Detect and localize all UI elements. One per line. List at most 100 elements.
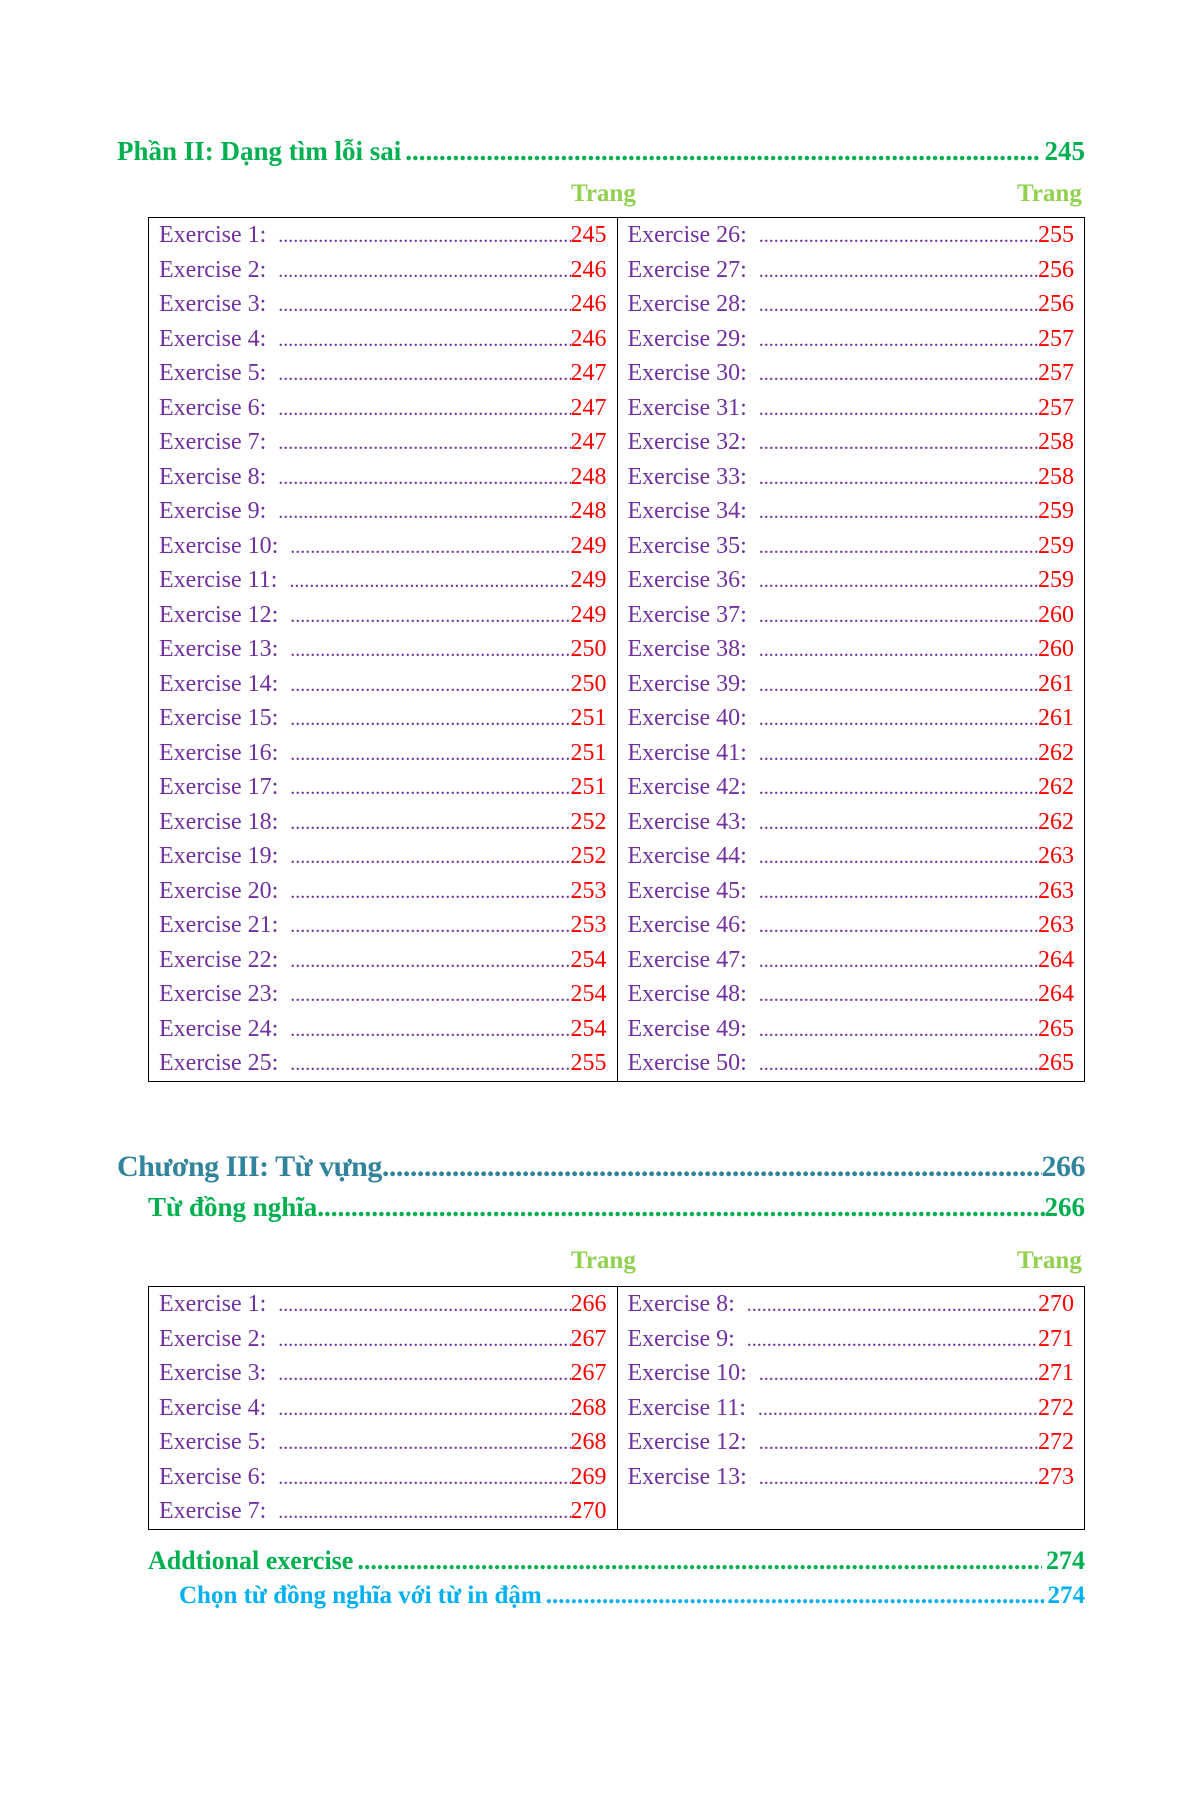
page-number: 246 (570, 325, 607, 352)
exercise-label: Exercise 13: (159, 636, 279, 662)
toc-row[interactable]: Exercise 1: 266 (159, 1287, 607, 1322)
toc-row[interactable]: Exercise 24: 254 (159, 1012, 607, 1047)
toc-row[interactable]: Exercise 8: 270 (628, 1287, 1075, 1322)
toc-row[interactable]: Exercise 2: 267 (159, 1322, 607, 1357)
page-number: 269 (570, 1463, 607, 1490)
dot-leader (290, 978, 570, 1013)
toc-row[interactable]: Exercise 18: 252 (159, 805, 607, 840)
toc-row[interactable]: Exercise 10: 249 (159, 529, 607, 564)
dot-leader (278, 392, 570, 427)
exercise-label: Exercise 2: (159, 1325, 267, 1352)
toc-row[interactable]: Exercise 35: 259 (628, 529, 1075, 564)
toc-row[interactable]: Exercise 17: 251 (159, 770, 607, 805)
toc-row[interactable]: Exercise 26: 255 (628, 218, 1075, 253)
toc-row[interactable]: Exercise 13: 250 (159, 632, 607, 667)
toc-page: 266 (1044, 1192, 1086, 1222)
toc-row[interactable]: Exercise 45: 263 (628, 874, 1075, 909)
exercise-table-part-2: Exercise 1: 245 Exercise 2: 246 Exercise 3: 2… (148, 217, 1085, 1082)
toc-row[interactable]: Exercise 25: 255 (159, 1046, 607, 1081)
toc-row[interactable]: Exercise 16: 251 (159, 736, 607, 771)
exercise-label: Exercise 50: (627, 1050, 747, 1076)
toc-entry-choose-synonym[interactable]: Chọn từ đồng nghĩa với từ in đậm 274 (179, 1582, 1085, 1610)
toc-row[interactable]: Exercise 48: 264 (628, 977, 1075, 1012)
exercise-label: Exercise 21: (159, 912, 279, 938)
dot-leader (290, 530, 570, 565)
page-number: 251 (570, 774, 607, 800)
toc-row[interactable]: Exercise 5: 247 (159, 356, 607, 391)
toc-row[interactable]: Exercise 42: 262 (628, 770, 1075, 805)
dot-leader (382, 1150, 1042, 1184)
toc-row[interactable]: Exercise 38: 260 (628, 632, 1075, 667)
toc-row[interactable]: Exercise 46: 263 (628, 908, 1075, 943)
toc-row[interactable]: Exercise 21: 253 (159, 908, 607, 943)
exercise-label: Exercise 47: (627, 946, 747, 973)
exercise-label: Exercise 8: (627, 1291, 735, 1317)
toc-row[interactable]: Exercise 34: 259 (628, 494, 1075, 529)
toc-row[interactable]: Exercise 22: 254 (159, 943, 607, 978)
toc-row[interactable]: Exercise 9: 248 (159, 494, 607, 529)
page-number: 249 (570, 567, 607, 593)
toc-row[interactable]: Exercise 44: 263 (628, 839, 1075, 874)
toc-row[interactable]: Exercise 37: 260 (628, 598, 1075, 633)
toc-row[interactable]: Exercise 11: 249 (159, 563, 607, 598)
toc-row[interactable]: Exercise 15: 251 (159, 701, 607, 736)
toc-row[interactable]: Exercise 20: 253 (159, 874, 607, 909)
dot-leader (290, 702, 570, 737)
exercise-label: Exercise 38: (627, 636, 747, 662)
toc-row[interactable]: Exercise 41: 262 (628, 736, 1075, 771)
dot-leader (278, 495, 570, 530)
toc-row[interactable]: Exercise 43: 262 (628, 805, 1075, 840)
toc-row[interactable]: Exercise 31: 257 (628, 391, 1075, 426)
toc-title: Chương III: Từ vựng (117, 1150, 382, 1183)
toc-row[interactable]: Exercise 36: 259 (628, 563, 1075, 598)
toc-row[interactable]: Exercise 40: 261 (628, 701, 1075, 736)
toc-row[interactable]: Exercise 8: 248 (159, 460, 607, 495)
toc-row[interactable]: Exercise 10: 271 (628, 1356, 1075, 1391)
toc-row[interactable]: Exercise 27: 256 (628, 253, 1075, 288)
toc-row[interactable]: Exercise 39: 261 (628, 667, 1075, 702)
toc-row[interactable]: Exercise 23: 254 (159, 977, 607, 1012)
toc-row[interactable]: Exercise 32: 258 (628, 425, 1075, 460)
toc-row[interactable]: Exercise 2: 246 (159, 253, 607, 288)
toc-row[interactable]: Exercise 1: 245 (159, 218, 607, 253)
toc-row[interactable]: Exercise 13: 273 (628, 1460, 1075, 1495)
page-number: 248 (570, 463, 607, 490)
toc-row[interactable]: Exercise 33: 258 (628, 460, 1075, 495)
toc-row[interactable]: Exercise 49: 265 (628, 1012, 1075, 1047)
toc-row[interactable]: Exercise 5: 268 (159, 1425, 607, 1460)
toc-row[interactable]: Exercise 7: 247 (159, 425, 607, 460)
dot-leader (759, 978, 1038, 1013)
page-number: 247 (570, 394, 607, 421)
toc-row[interactable]: Exercise 28: 256 (628, 287, 1075, 322)
toc-row[interactable]: Exercise 6: 269 (159, 1460, 607, 1495)
toc-row[interactable]: Exercise 12: 249 (159, 598, 607, 633)
toc-row[interactable]: Exercise 7: 270 (159, 1494, 607, 1529)
page-number: 255 (1038, 222, 1074, 248)
dot-leader (317, 1192, 1044, 1223)
toc-row[interactable]: Exercise 50: 265 (628, 1046, 1075, 1081)
toc-row[interactable]: Exercise 4: 246 (159, 322, 607, 357)
toc-row[interactable]: Exercise 14: 250 (159, 667, 607, 702)
page-number: 262 (1038, 739, 1074, 766)
toc-entry-chapter-3[interactable]: Chương III: Từ vựng 266 (117, 1150, 1085, 1184)
toc-entry-additional-exercise[interactable]: Addtional exercise 274 (148, 1546, 1085, 1576)
toc-row[interactable]: Exercise 19: 252 (159, 839, 607, 874)
toc-row[interactable]: Exercise 3: 267 (159, 1356, 607, 1391)
dot-leader (759, 495, 1038, 530)
toc-entry-synonyms[interactable]: Từ đồng nghĩa 266 (148, 1192, 1085, 1223)
toc-row[interactable]: Exercise 4: 268 (159, 1391, 607, 1426)
toc-entry-part-2[interactable]: Phần II: Dạng tìm lỗi sai 245 (117, 136, 1085, 167)
toc-row[interactable]: Exercise 47: 264 (628, 943, 1075, 978)
toc-row[interactable]: Exercise 9: 271 (628, 1322, 1075, 1357)
page-number: 246 (570, 256, 607, 283)
toc-row[interactable]: Exercise 30: 257 (628, 356, 1075, 391)
toc-row[interactable]: Exercise 3: 246 (159, 287, 607, 322)
exercise-label: Exercise 49: (627, 1015, 747, 1042)
page-column-header: Trang (571, 180, 636, 207)
toc-row[interactable]: Exercise 6: 247 (159, 391, 607, 426)
dot-leader (290, 668, 570, 703)
toc-row[interactable]: Exercise 29: 257 (628, 322, 1075, 357)
toc-row[interactable]: Exercise 11: 272 (628, 1391, 1075, 1426)
toc-row[interactable]: Exercise 12: 272 (628, 1425, 1075, 1460)
